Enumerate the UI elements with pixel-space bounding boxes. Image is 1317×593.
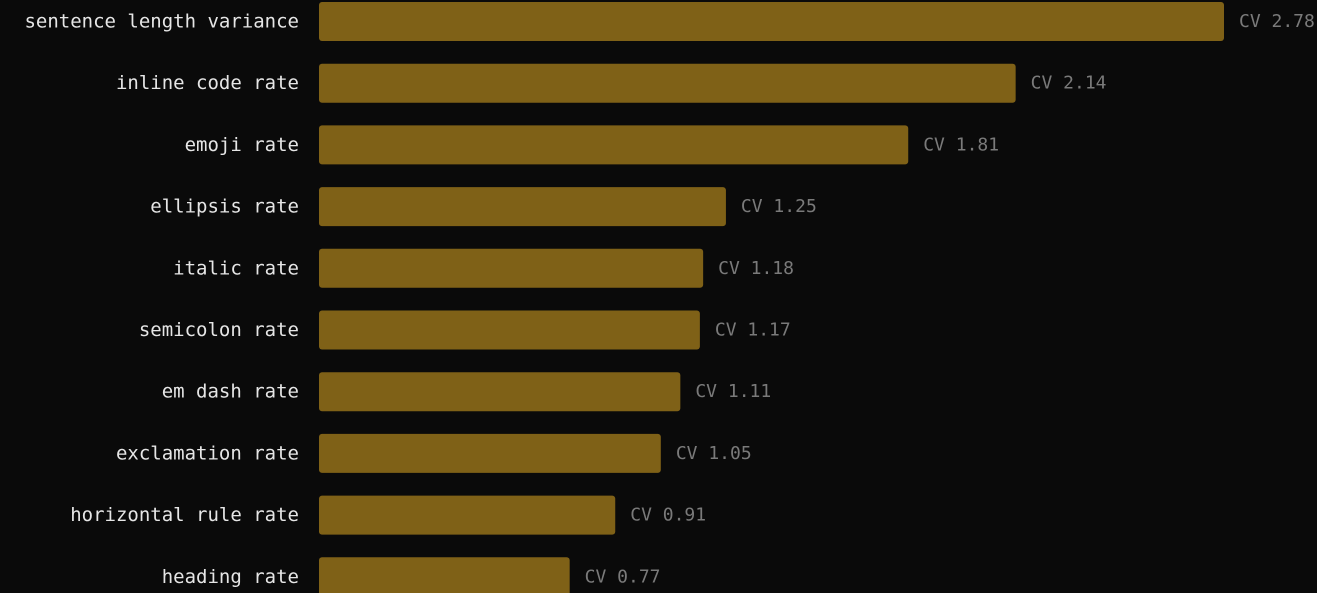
bar-row: semicolon rate CV 1.17: [139, 310, 791, 350]
bar-row: em dash rate CV 1.11: [162, 372, 771, 412]
bar: [319, 495, 616, 535]
bar: [319, 372, 681, 412]
category-label: emoji rate: [185, 134, 299, 156]
bar: [319, 433, 661, 473]
bar: [319, 2, 1224, 41]
value-label: CV 2.14: [1031, 73, 1107, 94]
bar-row: italic rate CV 1.18: [173, 248, 794, 288]
bar-row: horizontal rule rate CV 0.91: [70, 495, 706, 535]
bar-row: sentence length variance CV 2.78: [24, 2, 1315, 41]
bar: [319, 125, 909, 165]
value-label: CV 1.11: [695, 381, 771, 402]
category-label: em dash rate: [162, 381, 299, 403]
category-label: italic rate: [173, 257, 299, 279]
category-label: sentence length variance: [24, 11, 299, 33]
value-label: CV 0.77: [585, 566, 661, 587]
bar: [319, 310, 700, 350]
value-label: CV 1.25: [741, 196, 817, 217]
bar-row: exclamation rate CV 1.05: [116, 433, 752, 473]
bar-rows: sentence length variance CV 2.78 inline co…: [24, 2, 1315, 593]
value-label: CV 1.18: [718, 258, 794, 279]
value-label: CV 1.05: [676, 443, 752, 464]
bar: [319, 63, 1016, 103]
value-label: CV 0.91: [630, 505, 706, 526]
category-label: semicolon rate: [139, 319, 299, 341]
bar: [319, 248, 704, 288]
bar-row: ellipsis rate CV 1.25: [150, 187, 817, 227]
category-label: inline code rate: [116, 72, 299, 94]
category-label: heading rate: [162, 566, 299, 588]
value-label: CV 1.17: [715, 320, 791, 341]
value-label: CV 2.78: [1239, 11, 1315, 32]
category-label: exclamation rate: [116, 442, 299, 464]
bar: [319, 557, 570, 593]
bar-row: inline code rate CV 2.14: [116, 63, 1107, 103]
value-label: CV 1.81: [923, 134, 999, 155]
bar: [319, 187, 726, 227]
bar-row: emoji rate CV 1.81: [185, 125, 999, 165]
category-label: horizontal rule rate: [70, 504, 299, 526]
category-label: ellipsis rate: [150, 196, 299, 218]
bar-row: heading rate CV 0.77: [162, 557, 661, 593]
